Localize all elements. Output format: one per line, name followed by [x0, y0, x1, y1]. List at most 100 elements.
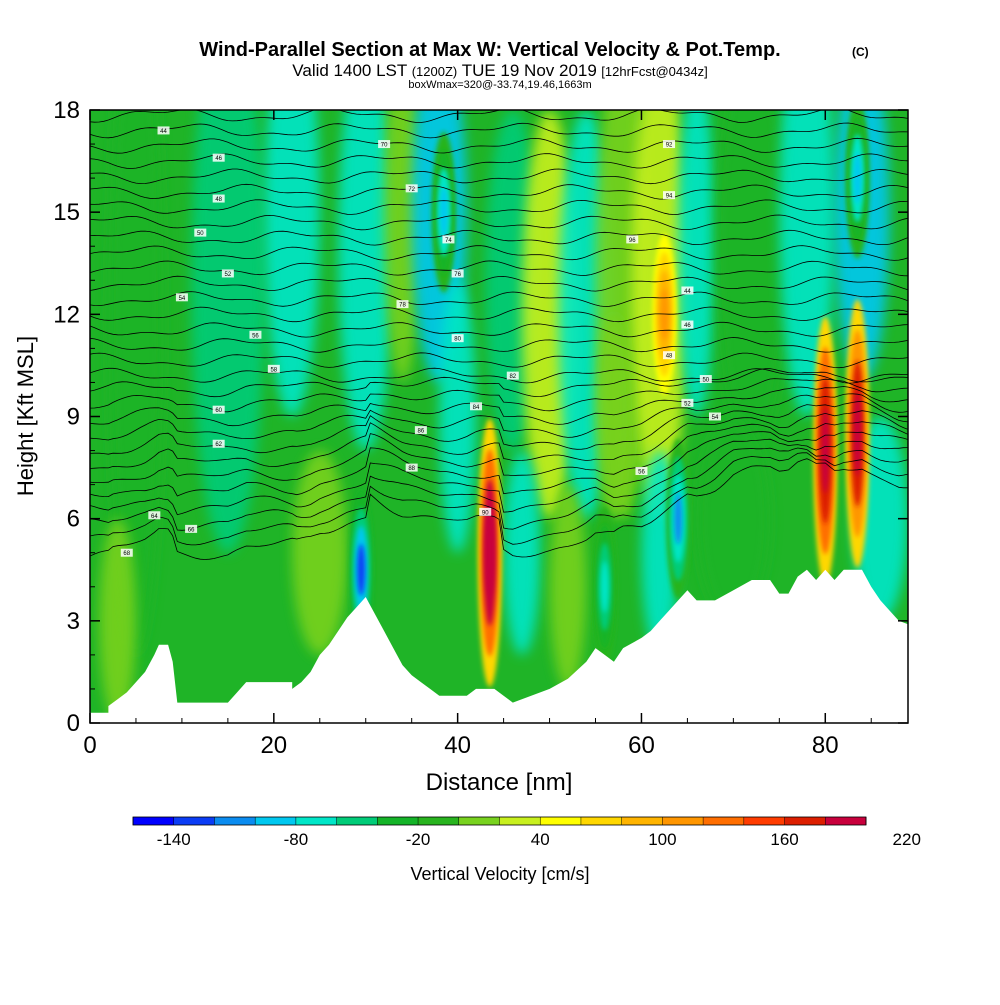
colorbar-tick-1: -80 — [284, 830, 309, 849]
isentrope-label-25: 94 — [663, 191, 676, 200]
isentrope-5 — [90, 421, 908, 483]
isentrope-24 — [90, 183, 908, 200]
velocity-cores — [349, 110, 870, 687]
background-blob-12 — [678, 110, 715, 417]
x-tick-label-4: 80 — [812, 732, 839, 759]
colorbar-tick-4: 100 — [648, 830, 676, 849]
background-blob-23 — [99, 518, 136, 723]
colorbar — [132, 816, 867, 826]
velocity-core-4-level-3 — [674, 492, 683, 545]
subtitle-utc: (1200Z) — [412, 64, 458, 79]
svg-text:88: 88 — [408, 466, 415, 472]
svg-text:56: 56 — [638, 469, 645, 475]
svg-text:44: 44 — [684, 289, 691, 295]
isentrope-label-30: 50 — [699, 375, 712, 384]
colorbar-swatch-12 — [621, 817, 663, 825]
isentrope-12 — [90, 367, 908, 384]
colorbar-swatch-6 — [377, 817, 419, 825]
isentrope-18 — [90, 275, 908, 292]
isentrope-label-27: 44 — [681, 286, 694, 295]
svg-text:70: 70 — [381, 143, 388, 149]
isentrope-label-16: 76 — [451, 269, 464, 278]
isentrope-label-19: 82 — [506, 371, 519, 380]
x-tick-label-2: 40 — [444, 732, 471, 759]
colorbar-swatch-0 — [133, 817, 175, 825]
velocity-core-6-level-3 — [853, 152, 862, 204]
velocity-core-2-level-3 — [853, 390, 862, 477]
velocity-core-3-level-3 — [357, 544, 365, 596]
isentrope-label-14: 72 — [405, 184, 418, 193]
colorbar-swatch-11 — [580, 817, 623, 825]
colorbar-swatch-16 — [784, 817, 826, 825]
colorbar-swatch-8 — [458, 817, 500, 825]
velocity-core-0-level-3 — [485, 509, 494, 596]
velocity-core-8-level-3 — [600, 561, 609, 613]
colorbar-tick-0: -140 — [157, 830, 191, 849]
background-blob-18 — [549, 484, 587, 689]
svg-text:60: 60 — [215, 408, 222, 414]
x-tick-label-0: 0 — [83, 732, 96, 759]
chart-subtitle: Valid 1400 LST (1200Z) TUE 19 Nov 2019 [… — [292, 61, 707, 80]
isentrope-label-10: 64 — [148, 511, 161, 520]
isentrope-label-18: 80 — [451, 334, 464, 343]
isentrope-17 — [90, 291, 908, 307]
isentrope-label-6: 56 — [249, 330, 262, 339]
svg-text:58: 58 — [270, 367, 277, 373]
svg-text:54: 54 — [179, 296, 186, 302]
colorbar-tick-3: 40 — [531, 830, 550, 849]
isentrope-label-17: 78 — [396, 300, 409, 309]
isentrope-label-12: 68 — [120, 548, 133, 557]
svg-text:90: 90 — [482, 510, 489, 516]
svg-text:72: 72 — [408, 187, 415, 193]
background-blob-22 — [595, 314, 633, 519]
svg-text:86: 86 — [418, 429, 425, 435]
isentrope-label-5: 54 — [175, 293, 188, 302]
isentrope-label-26: 96 — [626, 235, 639, 244]
svg-text:48: 48 — [215, 197, 222, 203]
svg-text:82: 82 — [509, 374, 516, 380]
isentrope-23 — [90, 199, 908, 215]
colorbar-swatch-2 — [214, 817, 256, 825]
isentrope-label-13: 70 — [378, 140, 391, 149]
isentrope-6 — [90, 410, 908, 469]
isentrope-label-31: 52 — [681, 398, 694, 407]
isentrope-label-7: 58 — [267, 364, 280, 373]
svg-text:50: 50 — [702, 378, 709, 384]
colorbar-swatch-5 — [336, 817, 378, 825]
x-axis-ticks: 0 20 40 60 80 — [83, 110, 872, 759]
y-tick-label-3: 9 — [67, 404, 80, 431]
isentrope-label-0: 44 — [157, 126, 170, 135]
svg-text:52: 52 — [684, 401, 691, 407]
y-tick-label-0: 0 — [67, 710, 80, 737]
x-tick-label-3: 60 — [628, 732, 655, 759]
y-tick-label-6: 18 — [53, 97, 80, 124]
svg-text:92: 92 — [666, 143, 673, 149]
isentrope-9 — [90, 386, 908, 427]
chart-title-tag: (C) — [852, 45, 869, 59]
isentrope-27 — [90, 137, 908, 154]
isentrope-26 — [90, 153, 908, 169]
x-tick-label-1: 20 — [260, 732, 287, 759]
isentrope-label-28: 46 — [681, 320, 694, 329]
colorbar-label: Vertical Velocity [cm/s] — [410, 864, 589, 884]
svg-text:44: 44 — [160, 129, 167, 135]
isentrope-15 — [90, 321, 908, 338]
y-axis-label: Height [Kft MSL] — [13, 336, 38, 496]
plot-area: 44 46 48 50 52 54 56 58 60 62 64 66 68 70 72 74 76 78 80 82… — [90, 110, 908, 723]
svg-text:54: 54 — [712, 415, 719, 421]
isentrope-16 — [90, 306, 908, 323]
svg-text:78: 78 — [399, 303, 406, 309]
subtitle-valid-time: Valid 1400 LST — [292, 61, 407, 80]
svg-text:68: 68 — [123, 551, 130, 557]
background-blob-2 — [264, 110, 320, 417]
isentrope-label-4: 52 — [221, 269, 234, 278]
isentrope-10 — [90, 378, 908, 413]
isentrope-3 — [90, 438, 908, 516]
svg-text:80: 80 — [454, 337, 461, 343]
colorbar-swatch-10 — [540, 817, 582, 825]
colorbar-swatch-17 — [825, 817, 867, 825]
svg-text:84: 84 — [473, 405, 480, 411]
colorbar-swatch-14 — [703, 817, 745, 825]
colorbar-swatch-9 — [499, 817, 541, 825]
isentrope-21 — [90, 229, 908, 246]
